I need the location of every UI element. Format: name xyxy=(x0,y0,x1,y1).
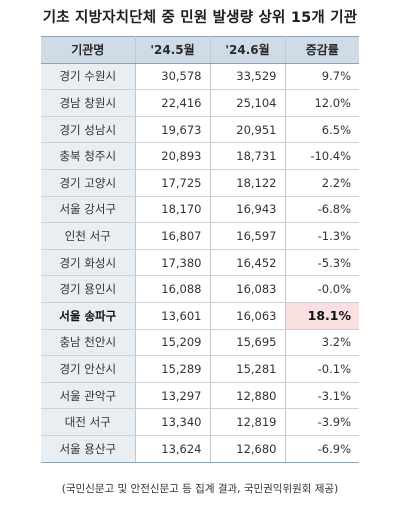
agency-name: 충남 천안시 xyxy=(41,329,136,357)
agency-name: 경기 성남시 xyxy=(41,116,136,144)
agency-name: 경기 수원시 xyxy=(41,63,136,91)
june-count: 33,529 xyxy=(210,63,286,91)
change-rate: -6.9% xyxy=(285,435,359,463)
agency-name: 서울 강서구 xyxy=(41,196,136,224)
may-count: 15,209 xyxy=(135,329,211,357)
change-rate: -0.1% xyxy=(285,355,359,383)
change-rate: -10.4% xyxy=(285,142,359,170)
may-count: 22,416 xyxy=(135,89,211,117)
agency-name: 서울 관악구 xyxy=(41,382,136,410)
header-may: '24.5월 xyxy=(135,36,211,64)
may-count: 13,340 xyxy=(135,408,211,436)
may-count: 17,380 xyxy=(135,249,211,277)
change-rate: -3.1% xyxy=(285,382,359,410)
june-count: 25,104 xyxy=(210,89,286,117)
change-rate: 2.2% xyxy=(285,169,359,197)
table-row: 서울 용산구 13,624 12,680 -6.9% xyxy=(41,435,359,463)
table-row: 경기 성남시 19,673 20,951 6.5% xyxy=(41,116,359,144)
change-rate: -5.3% xyxy=(285,249,359,277)
june-count: 18,731 xyxy=(210,142,286,170)
june-count: 20,951 xyxy=(210,116,286,144)
table-row: 경기 안산시 15,289 15,281 -0.1% xyxy=(41,355,359,383)
change-rate: -1.3% xyxy=(285,222,359,250)
may-count: 16,088 xyxy=(135,275,211,303)
table-row: 충남 천안시 15,209 15,695 3.2% xyxy=(41,329,359,357)
table-row: 경기 화성시 17,380 16,452 -5.3% xyxy=(41,249,359,277)
document-title: 기초 지방자치단체 중 민원 발생량 상위 15개 기관 xyxy=(42,10,358,26)
may-count: 20,893 xyxy=(135,142,211,170)
june-count: 16,943 xyxy=(210,196,286,224)
table-row: 경기 용인시 16,088 16,083 -0.0% xyxy=(41,275,359,303)
june-count: 15,695 xyxy=(210,329,286,357)
header-change-rate: 증감률 xyxy=(285,36,359,64)
change-rate: 9.7% xyxy=(285,63,359,91)
agency-name: 대전 서구 xyxy=(41,408,136,436)
may-count: 19,673 xyxy=(135,116,211,144)
june-count: 12,880 xyxy=(210,382,286,410)
agency-name: 서울 용산구 xyxy=(41,435,136,463)
may-count: 18,170 xyxy=(135,196,211,224)
header-agency: 기관명 xyxy=(41,36,136,64)
may-count: 30,578 xyxy=(135,63,211,91)
agency-name: 경남 창원시 xyxy=(41,89,136,117)
june-count: 16,083 xyxy=(210,275,286,303)
table-row-highlighted: 서울 송파구 13,601 16,063 18.1% xyxy=(41,302,359,330)
agency-name: 경기 용인시 xyxy=(41,275,136,303)
change-rate: -3.9% xyxy=(285,408,359,436)
table-row: 인천 서구 16,807 16,597 -1.3% xyxy=(41,222,359,250)
june-count: 16,597 xyxy=(210,222,286,250)
agency-name: 충북 청주시 xyxy=(41,142,136,170)
may-count: 13,297 xyxy=(135,382,211,410)
may-count: 13,601 xyxy=(135,302,211,330)
change-rate: 3.2% xyxy=(285,329,359,357)
agency-name: 경기 고양시 xyxy=(41,169,136,197)
source-note: (국민신문고 및 안전신문고 등 집계 결과, 국민권익위원회 제공) xyxy=(61,483,339,495)
june-count: 15,281 xyxy=(210,355,286,383)
may-count: 16,807 xyxy=(135,222,211,250)
table-row: 경기 수원시 30,578 33,529 9.7% xyxy=(41,63,359,91)
june-count: 12,680 xyxy=(210,435,286,463)
change-rate: -0.0% xyxy=(285,275,359,303)
june-count: 12,819 xyxy=(210,408,286,436)
change-rate: 6.5% xyxy=(285,116,359,144)
june-count: 18,122 xyxy=(210,169,286,197)
table-header-row: 기관명 '24.5월 '24.6월 증감률 xyxy=(41,36,359,64)
table-row: 경남 창원시 22,416 25,104 12.0% xyxy=(41,89,359,117)
may-count: 15,289 xyxy=(135,355,211,383)
agency-name: 인천 서구 xyxy=(41,222,136,250)
agency-name: 서울 송파구 xyxy=(41,302,136,330)
change-rate: 12.0% xyxy=(285,89,359,117)
change-rate-highlighted: 18.1% xyxy=(285,302,359,330)
change-rate: -6.8% xyxy=(285,196,359,224)
complaints-table: 기관명 '24.5월 '24.6월 증감률 경기 수원시 30,578 33,5… xyxy=(41,36,359,463)
header-june: '24.6월 xyxy=(210,36,286,64)
table-row: 충북 청주시 20,893 18,731 -10.4% xyxy=(41,142,359,170)
may-count: 17,725 xyxy=(135,169,211,197)
june-count: 16,063 xyxy=(210,302,286,330)
agency-name: 경기 안산시 xyxy=(41,355,136,383)
may-count: 13,624 xyxy=(135,435,211,463)
table-row: 대전 서구 13,340 12,819 -3.9% xyxy=(41,408,359,436)
june-count: 16,452 xyxy=(210,249,286,277)
table-row: 경기 고양시 17,725 18,122 2.2% xyxy=(41,169,359,197)
agency-name: 경기 화성시 xyxy=(41,249,136,277)
table-row: 서울 강서구 18,170 16,943 -6.8% xyxy=(41,196,359,224)
table-row: 서울 관악구 13,297 12,880 -3.1% xyxy=(41,382,359,410)
